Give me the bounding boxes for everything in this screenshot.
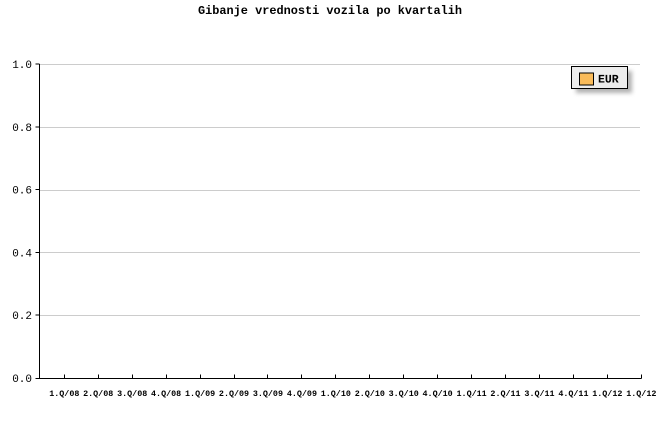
svg-text:2.Q/10: 2.Q/10 (355, 389, 385, 399)
svg-text:1.Q/11: 1.Q/11 (457, 389, 487, 399)
svg-text:3.Q/11: 3.Q/11 (524, 389, 554, 399)
svg-text:1.Q/12: 1.Q/12 (626, 389, 656, 399)
svg-text:4.Q/09: 4.Q/09 (287, 389, 317, 399)
svg-text:0.4: 0.4 (12, 248, 32, 260)
svg-text:EUR: EUR (598, 74, 619, 87)
svg-text:1.Q/12: 1.Q/12 (592, 389, 622, 399)
svg-text:0.2: 0.2 (12, 311, 32, 323)
svg-text:3.Q/10: 3.Q/10 (389, 389, 419, 399)
svg-text:3.Q/08: 3.Q/08 (117, 389, 147, 399)
svg-text:2.Q/11: 2.Q/11 (490, 389, 520, 399)
svg-text:2.Q/09: 2.Q/09 (219, 389, 249, 399)
svg-text:4.Q/11: 4.Q/11 (558, 389, 588, 399)
svg-text:1.Q/09: 1.Q/09 (185, 389, 215, 399)
svg-text:0.0: 0.0 (12, 374, 32, 386)
svg-text:0.8: 0.8 (12, 123, 32, 135)
svg-text:4.Q/08: 4.Q/08 (151, 389, 181, 399)
svg-text:0.6: 0.6 (12, 186, 32, 198)
svg-text:2.Q/08: 2.Q/08 (83, 389, 113, 399)
svg-text:3.Q/09: 3.Q/09 (253, 389, 283, 399)
svg-text:1.Q/10: 1.Q/10 (321, 389, 351, 399)
svg-text:1.0: 1.0 (12, 60, 32, 72)
svg-text:1.Q/08: 1.Q/08 (49, 389, 79, 399)
svg-text:4.Q/10: 4.Q/10 (423, 389, 453, 399)
